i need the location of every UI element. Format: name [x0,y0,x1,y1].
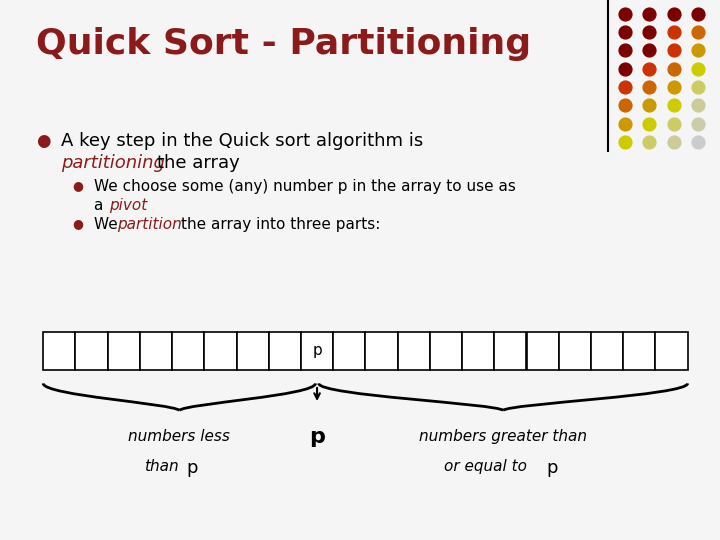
Point [644,64,655,73]
Point [644,83,655,91]
Text: ●: ● [72,179,83,192]
Bar [591,332,623,370]
Text: than: than [144,459,179,474]
Bar [366,332,397,370]
Text: partitioning: partitioning [61,154,165,172]
Point [644,46,655,55]
Bar [494,332,526,370]
Point [619,101,631,110]
Text: A key step in the Quick sort algorithm is: A key step in the Quick sort algorithm i… [61,132,423,150]
Bar [269,332,301,370]
Point [693,138,704,146]
Text: ●: ● [36,132,50,150]
Text: or equal to: or equal to [444,459,526,474]
Point [693,46,704,55]
Point [668,46,680,55]
Text: p: p [312,343,322,359]
Point [644,28,655,36]
Point [619,64,631,73]
Point [619,9,631,18]
Point [644,119,655,128]
Point [644,101,655,110]
Text: partition: partition [117,217,181,232]
Point [693,28,704,36]
Point [668,64,680,73]
Text: We choose some (any) number p in the array to use as: We choose some (any) number p in the arr… [94,179,516,194]
Bar [623,332,655,370]
Point [693,119,704,128]
Point [644,9,655,18]
Text: numbers greater than: numbers greater than [419,429,587,444]
Bar [140,332,172,370]
Point [619,138,631,146]
Point [668,119,680,128]
Bar [43,332,76,370]
Text: ●: ● [72,217,83,230]
Point [619,83,631,91]
Text: p: p [309,427,325,447]
Text: pivot: pivot [109,198,148,213]
Text: the array: the array [157,154,240,172]
Point [693,101,704,110]
Bar [655,332,688,370]
Bar [430,332,462,370]
Bar [462,332,495,370]
Bar [397,332,430,370]
Bar [172,332,204,370]
Bar [204,332,236,370]
Text: numbers less: numbers less [128,429,230,444]
Point [619,119,631,128]
Text: p: p [186,459,198,477]
Point [693,83,704,91]
Point [668,28,680,36]
Bar [526,332,559,370]
Text: Quick Sort - Partitioning: Quick Sort - Partitioning [36,27,531,61]
Text: p: p [546,459,558,477]
Point [668,9,680,18]
Text: a: a [94,198,108,213]
Point [693,64,704,73]
Point [619,46,631,55]
Text: We: We [94,217,122,232]
Point [619,28,631,36]
Point [668,138,680,146]
Point [668,101,680,110]
Point [644,138,655,146]
Point [693,9,704,18]
Bar [236,332,269,370]
Bar [333,332,365,370]
Bar [108,332,140,370]
Bar [76,332,108,370]
Text: the array into three parts:: the array into three parts: [181,217,381,232]
Bar [301,332,333,370]
Point [668,83,680,91]
Bar [559,332,591,370]
